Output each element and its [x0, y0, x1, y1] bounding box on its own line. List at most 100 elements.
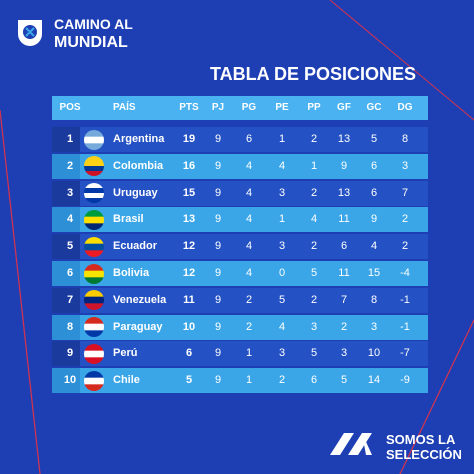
table-cell: 6 — [185, 347, 193, 360]
table-cell: 3 — [370, 320, 378, 333]
table-cell: 3 — [278, 240, 286, 253]
table-cell: -4 — [400, 267, 410, 279]
table-row — [52, 287, 428, 313]
team-name: Uruguay — [113, 186, 158, 199]
table-cell: 19 — [182, 133, 196, 145]
table-cell: 6 — [370, 186, 378, 199]
table-cell: 9 — [214, 267, 222, 279]
flag — [84, 263, 104, 284]
column-header: DG — [397, 102, 413, 113]
pos-cell — [52, 234, 80, 260]
table-cell: -9 — [400, 374, 410, 387]
header-row — [52, 96, 428, 120]
table-cell: 9 — [214, 159, 222, 172]
pos-cell — [52, 127, 80, 152]
table-row — [52, 234, 428, 260]
table-row — [52, 261, 428, 286]
logo-text: CAMINO AL — [54, 16, 133, 32]
flag — [84, 236, 104, 257]
table-cell: 7 — [401, 186, 409, 199]
table-cell: 5 — [370, 133, 378, 145]
pos-cell — [52, 180, 80, 206]
flag — [84, 343, 104, 364]
table-cell: 4 — [245, 240, 253, 253]
table-cell: 1 — [245, 347, 253, 360]
table-cell: 6 — [66, 267, 74, 279]
column-header: PP — [307, 102, 321, 113]
table-cell: 4 — [245, 186, 253, 199]
table-cell: 1 — [245, 374, 253, 387]
table-row — [52, 368, 428, 394]
flag — [84, 129, 104, 150]
pos-cell — [52, 207, 80, 233]
table-cell: 5 — [310, 267, 318, 279]
table-cell: 6 — [310, 374, 318, 387]
table-cell: 13 — [337, 186, 351, 199]
table-row — [52, 153, 428, 179]
flag — [84, 183, 104, 204]
flag — [84, 209, 104, 230]
pos-cell — [52, 287, 80, 313]
table-cell: 1 — [66, 133, 74, 145]
table-cell: 2 — [245, 293, 253, 306]
table-cell: -1 — [400, 293, 410, 306]
column-header: PE — [275, 102, 289, 113]
team-name: Chile — [113, 374, 140, 387]
table-cell: 7 — [340, 293, 348, 306]
flag — [84, 370, 104, 391]
team-name: Argentina — [113, 133, 165, 145]
table-cell: 6 — [245, 133, 253, 145]
table-cell: 2 — [310, 293, 318, 306]
table-row — [52, 180, 428, 206]
table-cell: 3 — [278, 347, 286, 360]
column-header: GF — [337, 102, 351, 113]
table-cell: 11 — [338, 267, 350, 279]
table-cell: 5 — [310, 347, 318, 360]
table-cell: 2 — [245, 320, 253, 333]
table-cell: 4 — [310, 213, 318, 226]
table-cell: 8 — [370, 293, 378, 306]
table-cell: 9 — [340, 159, 348, 172]
table-cell: 4 — [278, 159, 286, 172]
table-cell: 2 — [340, 320, 348, 333]
table-cell: 5 — [66, 240, 74, 253]
table-cell: 14 — [367, 374, 381, 387]
table-cell: 1 — [278, 133, 286, 145]
table-cell: 9 — [214, 213, 222, 226]
table-cell: 4 — [245, 213, 253, 226]
table-cell: 3 — [66, 186, 74, 199]
table-cell: 7 — [66, 293, 74, 306]
brand-text: SELECCIÓN — [386, 447, 462, 462]
table-cell: 3 — [310, 320, 318, 333]
table-cell: 12 — [182, 267, 196, 279]
pos-cell — [52, 368, 80, 394]
flag — [84, 317, 104, 338]
pos-cell — [52, 341, 80, 367]
table-cell: 9 — [214, 320, 222, 333]
table-cell: 12 — [182, 240, 196, 253]
table-cell: 2 — [310, 133, 318, 145]
table-cell: 10 — [182, 320, 196, 333]
table-cell: 2 — [401, 240, 409, 253]
table-row — [52, 314, 428, 340]
table-cell: 4 — [66, 213, 74, 226]
table-cell: 9 — [370, 213, 378, 226]
team-name: Perú — [113, 347, 138, 360]
table-row — [52, 127, 428, 152]
flag — [84, 156, 104, 177]
table-cell: 5 — [278, 293, 286, 306]
table-cell: -7 — [400, 347, 410, 360]
table-cell: 4 — [245, 159, 253, 172]
table-cell: 3 — [278, 186, 286, 199]
table-cell: 13 — [337, 133, 351, 145]
table-cell: 3 — [401, 159, 409, 172]
table-cell: 5 — [185, 374, 193, 387]
table-cell: 8 — [401, 133, 409, 145]
team-name: Ecuador — [113, 240, 158, 253]
table-cell: 11 — [183, 293, 195, 306]
column-header: PTS — [179, 102, 199, 113]
table-cell: 2 — [310, 186, 318, 199]
table-cell: 4 — [278, 320, 286, 333]
table-cell: 9 — [214, 240, 222, 253]
